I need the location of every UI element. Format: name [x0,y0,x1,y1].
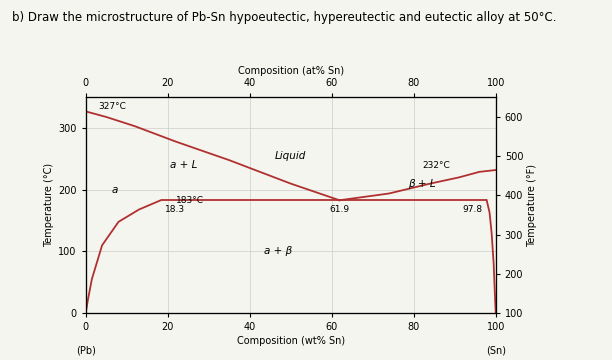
Text: Liquid: Liquid [275,151,307,161]
Text: 18.3: 18.3 [165,205,185,214]
Text: β + L: β + L [408,179,436,189]
Text: b) Draw the microstructure of Pb-Sn hypoeutectic, hypereutectic and eutectic all: b) Draw the microstructure of Pb-Sn hypo… [12,11,557,24]
Text: 232°C: 232°C [422,161,450,170]
Text: (Sn): (Sn) [486,346,506,356]
Text: a: a [111,185,118,195]
Text: (Pb): (Pb) [76,346,95,356]
X-axis label: Composition (at% Sn): Composition (at% Sn) [237,66,344,76]
X-axis label: Composition (wt% Sn): Composition (wt% Sn) [237,336,345,346]
Text: 97.8: 97.8 [463,205,483,214]
Y-axis label: Temperature (°F): Temperature (°F) [528,164,537,247]
Text: a + L: a + L [170,160,198,170]
Text: a + β: a + β [264,247,293,256]
Text: 327°C: 327°C [98,102,126,111]
Text: 61.9: 61.9 [329,205,349,214]
Text: 183°C: 183°C [176,196,204,205]
Y-axis label: Temperature (°C): Temperature (°C) [44,163,54,247]
